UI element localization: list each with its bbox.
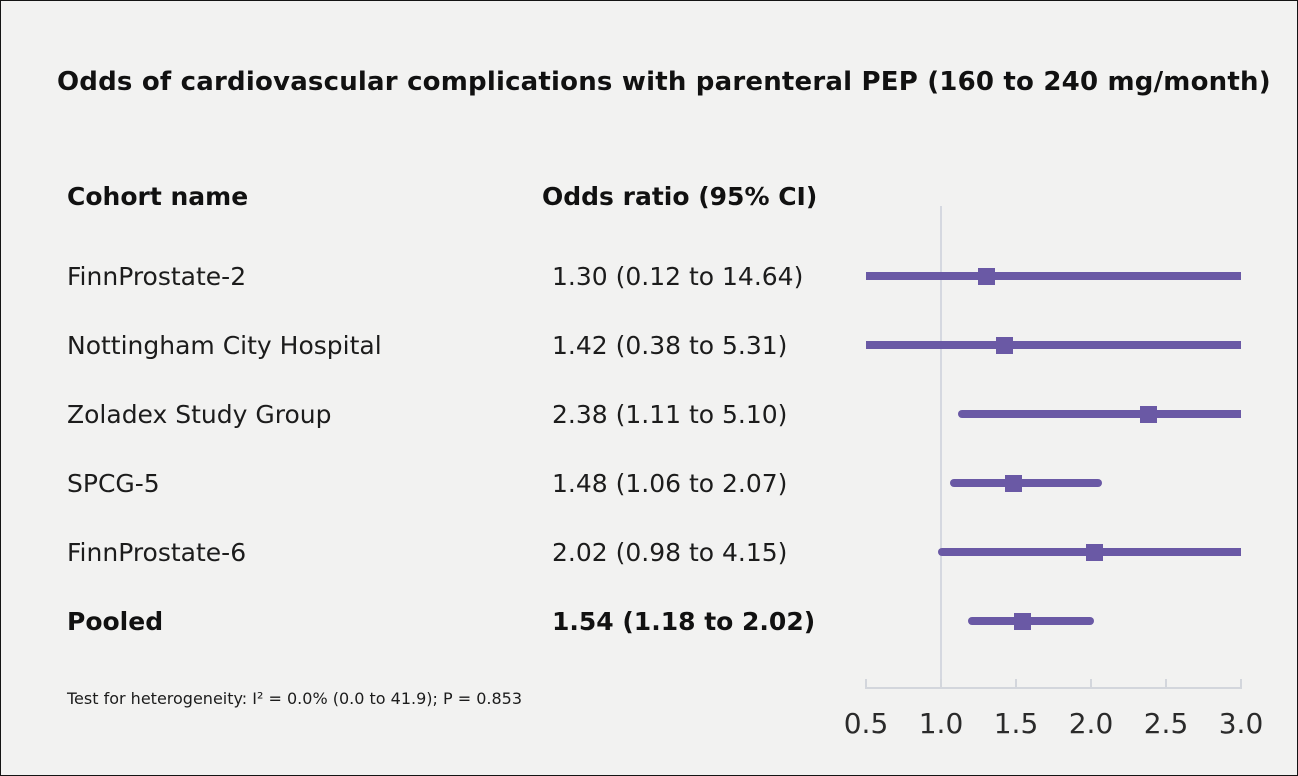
ci-bar: [950, 479, 1102, 487]
or-marker: [1139, 405, 1157, 423]
page-title: Odds of cardiovascular complications wit…: [57, 67, 1271, 97]
study-label: Nottingham City Hospital: [67, 331, 382, 360]
or-marker: [1004, 474, 1022, 492]
study-label: Zoladex Study Group: [67, 400, 332, 429]
ci-bar: [866, 341, 1241, 349]
ci-bar: [957, 410, 1241, 418]
or-marker: [1085, 543, 1103, 561]
x-axis-tick: [1240, 679, 1242, 687]
study-label: FinnProstate-2: [67, 262, 247, 291]
x-tick-label: 3.0: [1218, 707, 1264, 740]
column-header-cohort: Cohort name: [67, 182, 249, 211]
study-label: SPCG-5: [67, 469, 160, 498]
x-tick-label: 2.5: [1143, 707, 1189, 740]
x-axis-tick: [865, 679, 867, 687]
or-value: 1.48 (1.06 to 2.07): [552, 469, 788, 498]
or-marker: [977, 267, 995, 285]
or-marker: [1013, 612, 1031, 630]
or-marker: [995, 336, 1013, 354]
or-value: 1.30 (0.12 to 14.64): [552, 262, 804, 291]
ci-bar: [968, 617, 1094, 625]
ci-bar: [866, 272, 1241, 280]
x-axis-tick: [1015, 679, 1017, 687]
reference-line: [940, 206, 942, 689]
x-tick-label: 0.5: [843, 707, 889, 740]
x-tick-label: 1.5: [993, 707, 1039, 740]
heterogeneity-footnote: Test for heterogeneity: I² = 0.0% (0.0 t…: [67, 689, 523, 708]
column-header-odds-ratio: Odds ratio (95% CI): [542, 182, 818, 211]
or-value: 1.54 (1.18 to 2.02): [552, 607, 816, 636]
study-label: FinnProstate-6: [67, 538, 247, 567]
x-axis-tick: [1090, 679, 1092, 687]
x-tick-label: 1.0: [918, 707, 964, 740]
or-value: 2.38 (1.11 to 5.10): [552, 400, 788, 429]
x-axis-tick: [940, 679, 942, 687]
x-axis: [865, 687, 1242, 689]
study-label: Pooled: [67, 607, 164, 636]
x-tick-label: 2.0: [1068, 707, 1114, 740]
x-axis-tick: [1165, 679, 1167, 687]
or-value: 2.02 (0.98 to 4.15): [552, 538, 788, 567]
or-value: 1.42 (0.38 to 5.31): [552, 331, 788, 360]
